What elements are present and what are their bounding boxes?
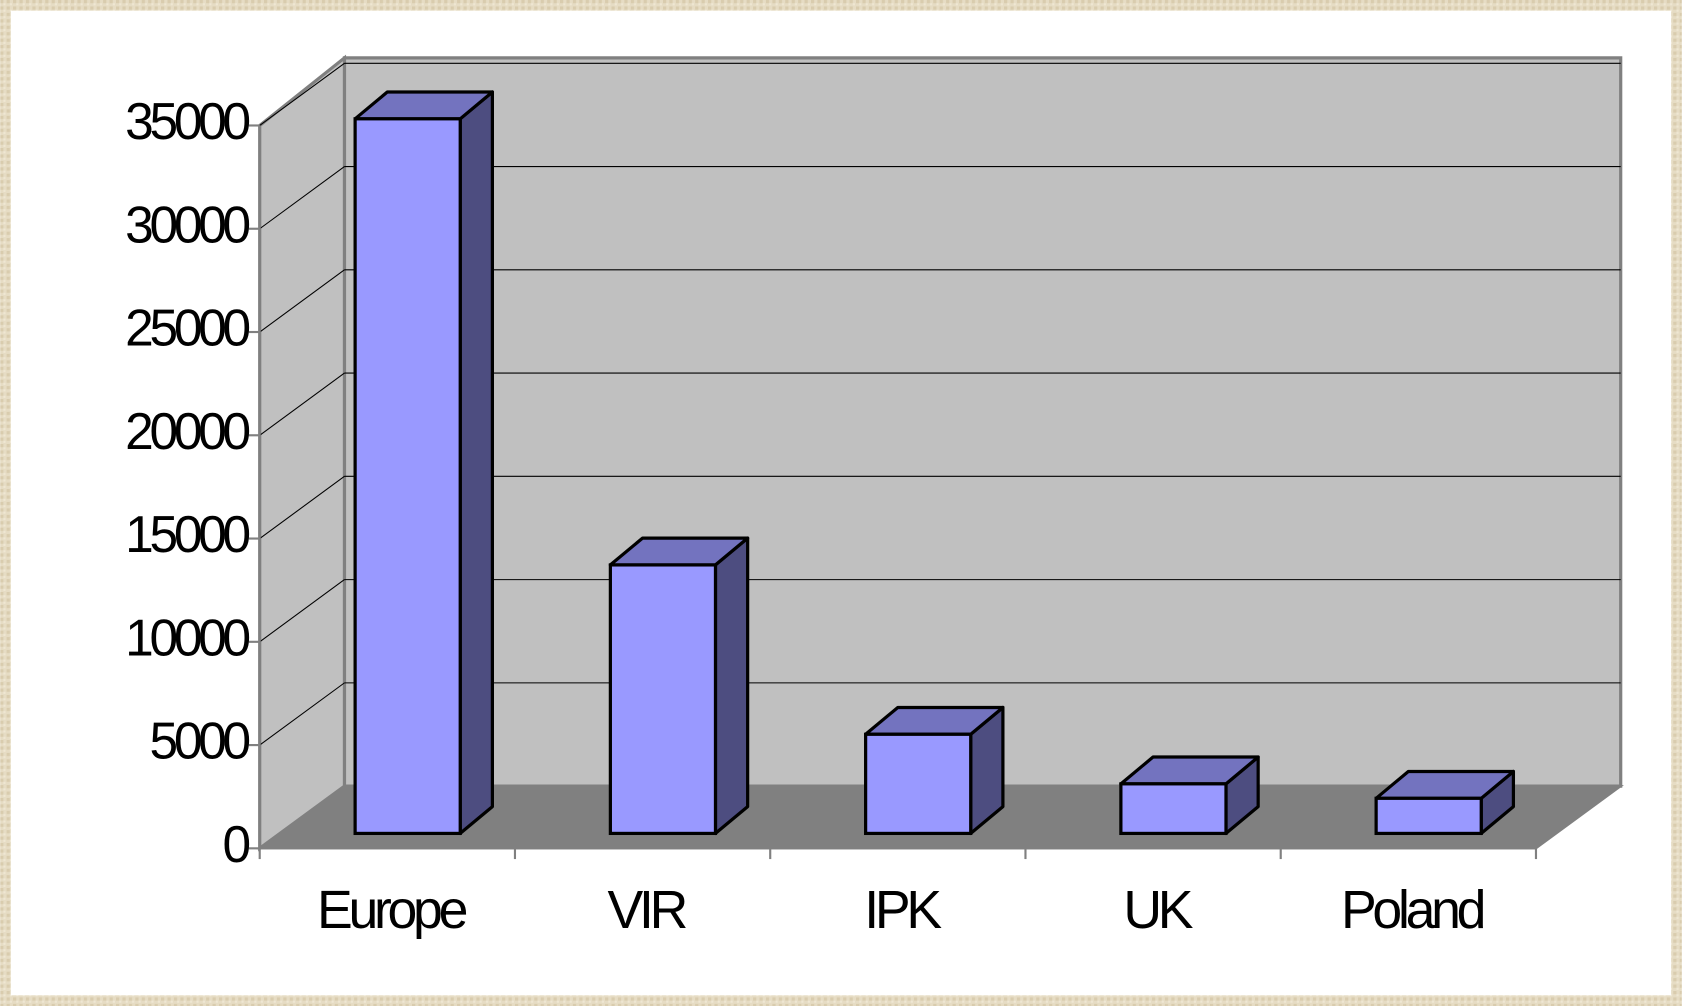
x-tick-label: UK <box>1123 880 1193 940</box>
y-tick-label: 5000 <box>149 712 249 770</box>
grid-line <box>259 372 345 436</box>
x-tick-label: Poland <box>1341 880 1484 940</box>
y-tick-label: 0 <box>222 815 249 873</box>
x-tick-label: Europe <box>317 880 467 940</box>
y-tick-label: 35000 <box>125 92 249 150</box>
y-tick-label: 30000 <box>125 195 249 253</box>
grid-line <box>259 166 345 230</box>
bar <box>608 563 718 836</box>
grid-line <box>259 62 345 126</box>
back-wall <box>342 56 1623 788</box>
y-tick-label: 25000 <box>125 299 249 357</box>
x-tick-label: VIR <box>608 880 687 940</box>
bar <box>353 117 462 836</box>
x-tick-label: IPK <box>864 880 942 940</box>
bar-side <box>713 536 750 836</box>
bar-side <box>458 90 495 836</box>
grid-line <box>259 269 345 333</box>
y-tick-label: 15000 <box>125 505 249 563</box>
bar <box>1374 796 1483 836</box>
grid-line <box>259 475 345 539</box>
grid-line <box>259 579 345 643</box>
y-tick-label: 20000 <box>125 402 249 460</box>
bar <box>864 732 973 836</box>
y-tick-label: 10000 <box>125 608 249 666</box>
bar <box>1119 782 1228 836</box>
grid-line <box>259 682 345 746</box>
